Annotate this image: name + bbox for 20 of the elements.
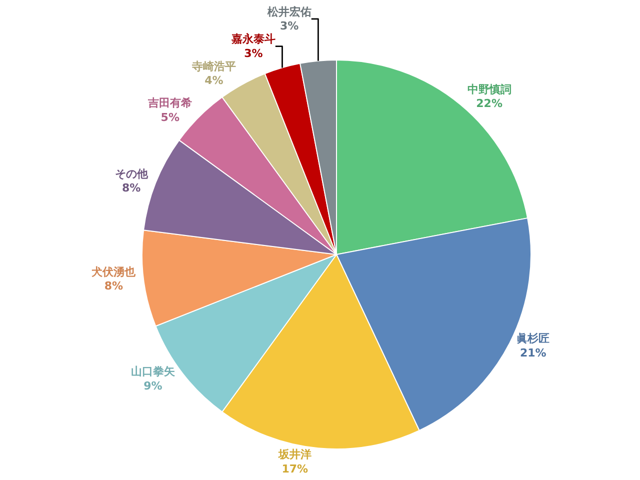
slice-label: 犬伏湧也 — [90, 265, 137, 278]
slice-label: 坂井洋 — [277, 448, 312, 462]
data-label: 8% — [104, 280, 124, 293]
data-label: 21% — [520, 346, 546, 360]
slice-label: 中野慎詞 — [467, 82, 512, 96]
slice-label: 嘉永泰斗 — [231, 32, 276, 46]
data-label: 5% — [160, 110, 180, 124]
slice-label: 寺崎浩平 — [190, 60, 236, 73]
data-label: 4% — [204, 74, 224, 88]
data-label: 22% — [476, 97, 502, 110]
data-label: 17% — [282, 462, 308, 476]
slice-label: 吉田有希 — [147, 96, 192, 110]
data-label: 9% — [144, 379, 162, 392]
data-label: 3% — [244, 46, 263, 60]
slice-label: 松井宏佑 — [266, 5, 312, 18]
data-label: 3% — [280, 20, 299, 33]
slice-label: 山口拳矢 — [130, 365, 176, 378]
slice-label: その他 — [114, 167, 149, 180]
data-label: 8% — [122, 182, 141, 195]
slice-label: 眞杉匠 — [516, 332, 550, 345]
